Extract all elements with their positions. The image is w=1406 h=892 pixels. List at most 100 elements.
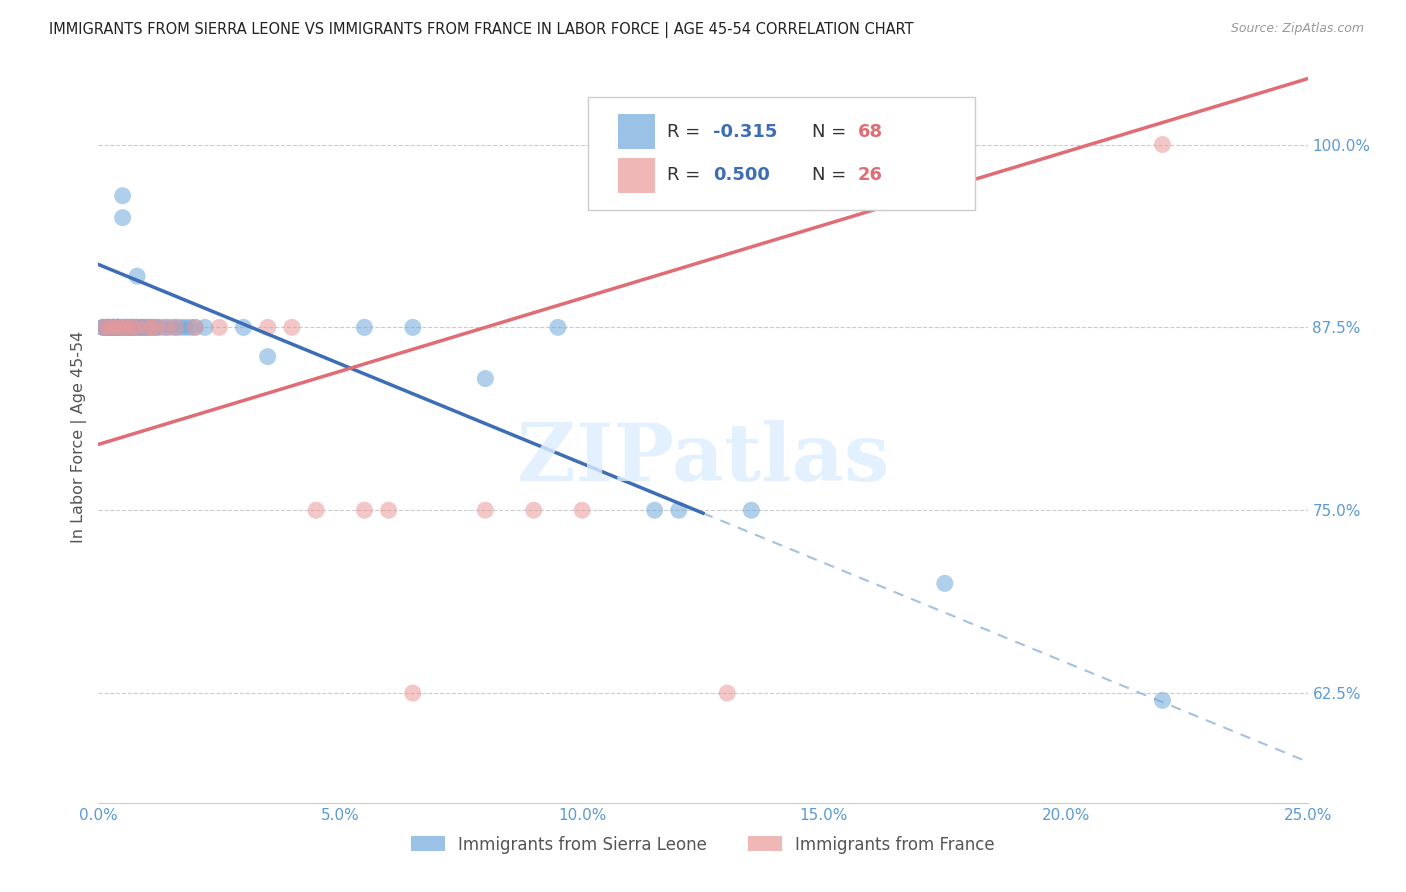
Point [97, 320, 120, 334]
Point [402, 320, 425, 334]
Point [121, 320, 143, 334]
Point [97, 320, 120, 334]
Point [141, 320, 163, 334]
Legend: Immigrants from Sierra Leone, Immigrants from France: Immigrants from Sierra Leone, Immigrants… [405, 829, 1001, 860]
Point [101, 320, 124, 334]
Point [101, 320, 124, 334]
FancyBboxPatch shape [588, 97, 976, 211]
Point [97, 320, 120, 334]
Point [160, 320, 183, 334]
FancyBboxPatch shape [619, 114, 655, 150]
Point [111, 211, 134, 225]
Point [117, 320, 139, 334]
Point [127, 320, 149, 334]
Point [402, 686, 425, 700]
Point [135, 320, 157, 334]
Point [1152, 137, 1174, 152]
Point [523, 503, 546, 517]
Point [353, 320, 375, 334]
Text: N =: N = [811, 123, 852, 141]
Point [101, 320, 124, 334]
Point [127, 320, 149, 334]
Point [101, 320, 124, 334]
Point [145, 320, 167, 334]
Point [107, 320, 129, 334]
Point [547, 320, 569, 334]
Point [107, 320, 129, 334]
Point [256, 320, 278, 334]
Point [184, 320, 207, 334]
Point [232, 320, 254, 334]
Text: N =: N = [811, 167, 852, 185]
Point [135, 320, 157, 334]
Point [155, 320, 177, 334]
Point [91, 320, 114, 334]
Point [305, 503, 328, 517]
Point [121, 320, 143, 334]
Point [127, 320, 149, 334]
Point [107, 320, 129, 334]
Point [644, 503, 666, 517]
Point [121, 320, 143, 334]
Point [111, 320, 134, 334]
Point [131, 320, 153, 334]
Point [474, 503, 496, 517]
Point [91, 320, 114, 334]
Point [1152, 693, 1174, 707]
Text: R =: R = [666, 123, 706, 141]
Point [107, 320, 129, 334]
Point [117, 320, 139, 334]
Point [91, 320, 114, 334]
Point [474, 371, 496, 385]
Point [145, 320, 167, 334]
Point [150, 320, 173, 334]
Point [111, 320, 134, 334]
Point [377, 503, 399, 517]
Point [97, 320, 120, 334]
Text: ZIPatlas: ZIPatlas [517, 420, 889, 498]
Point [111, 320, 134, 334]
Point [165, 320, 187, 334]
Point [127, 269, 149, 284]
Point [353, 503, 375, 517]
Point [141, 320, 163, 334]
Point [111, 188, 134, 202]
Point [101, 320, 124, 334]
Point [716, 686, 738, 700]
Point [97, 320, 120, 334]
Point [141, 320, 163, 334]
Point [174, 320, 197, 334]
Point [179, 320, 201, 334]
Text: 0.500: 0.500 [713, 167, 769, 185]
Point [571, 503, 593, 517]
Point [111, 320, 134, 334]
Text: 68: 68 [858, 123, 883, 141]
Point [131, 320, 153, 334]
Text: IMMIGRANTS FROM SIERRA LEONE VS IMMIGRANTS FROM FRANCE IN LABOR FORCE | AGE 45-5: IMMIGRANTS FROM SIERRA LEONE VS IMMIGRAN… [49, 22, 914, 38]
Point [91, 320, 114, 334]
Point [165, 320, 187, 334]
Point [101, 320, 124, 334]
Point [668, 503, 690, 517]
Point [117, 320, 139, 334]
Point [208, 320, 231, 334]
Point [740, 503, 762, 517]
Text: Source: ZipAtlas.com: Source: ZipAtlas.com [1230, 22, 1364, 36]
Point [107, 320, 129, 334]
Point [121, 320, 143, 334]
Y-axis label: In Labor Force | Age 45-54: In Labor Force | Age 45-54 [72, 331, 87, 543]
Point [97, 320, 120, 334]
Point [135, 320, 157, 334]
Point [281, 320, 304, 334]
Point [117, 320, 139, 334]
Point [117, 320, 139, 334]
Text: 26: 26 [858, 167, 883, 185]
Point [135, 320, 157, 334]
Point [155, 320, 177, 334]
Point [934, 576, 956, 591]
Point [256, 350, 278, 364]
Point [169, 320, 191, 334]
Point [107, 320, 129, 334]
Point [127, 320, 149, 334]
Point [145, 320, 167, 334]
